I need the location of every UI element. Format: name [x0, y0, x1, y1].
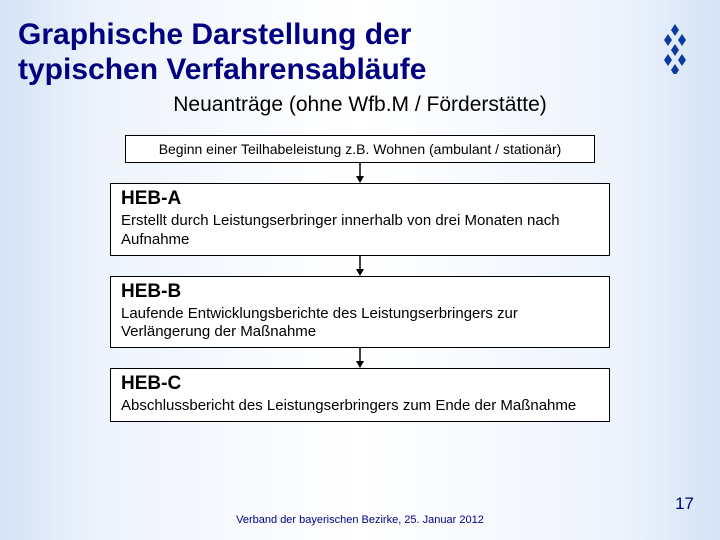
start-box: Beginn einer Teilhabeleistung z.B. Wohne…	[125, 135, 595, 163]
arrow-icon	[354, 348, 366, 368]
bavaria-logo-icon	[658, 24, 692, 79]
title-line2: typischen Verfahrensabläufe	[18, 53, 427, 86]
stage-desc: Laufende Entwicklungsberichte des Leistu…	[111, 305, 609, 348]
stage-title: HEB-C	[111, 369, 609, 397]
stage-title: HEB-B	[111, 277, 609, 305]
slide-subtitle: Neuanträge (ohne Wfb.M / Förderstätte)	[0, 93, 720, 117]
page-number: 17	[675, 494, 694, 514]
flowchart: Beginn einer Teilhabeleistung z.B. Wohne…	[110, 135, 610, 422]
stage-desc: Erstellt durch Leistungserbringer innerh…	[111, 212, 609, 255]
stage-desc: Abschlussbericht des Leistungserbringers…	[111, 397, 609, 421]
stage-box-heb-c: HEB-C Abschlussbericht des Leistungserbr…	[110, 368, 610, 422]
stage-title: HEB-A	[111, 184, 609, 212]
arrow-icon	[354, 163, 366, 183]
start-text: Beginn einer Teilhabeleistung z.B. Wohne…	[159, 141, 562, 157]
slide-title: Graphische Darstellung der typischen Ver…	[0, 0, 720, 87]
footer-text: Verband der bayerischen Bezirke, 25. Jan…	[0, 514, 720, 526]
arrow-icon	[354, 256, 366, 276]
title-line1: Graphische Darstellung der	[18, 18, 411, 51]
stage-box-heb-b: HEB-B Laufende Entwicklungsberichte des …	[110, 276, 610, 349]
stage-box-heb-a: HEB-A Erstellt durch Leistungserbringer …	[110, 183, 610, 256]
